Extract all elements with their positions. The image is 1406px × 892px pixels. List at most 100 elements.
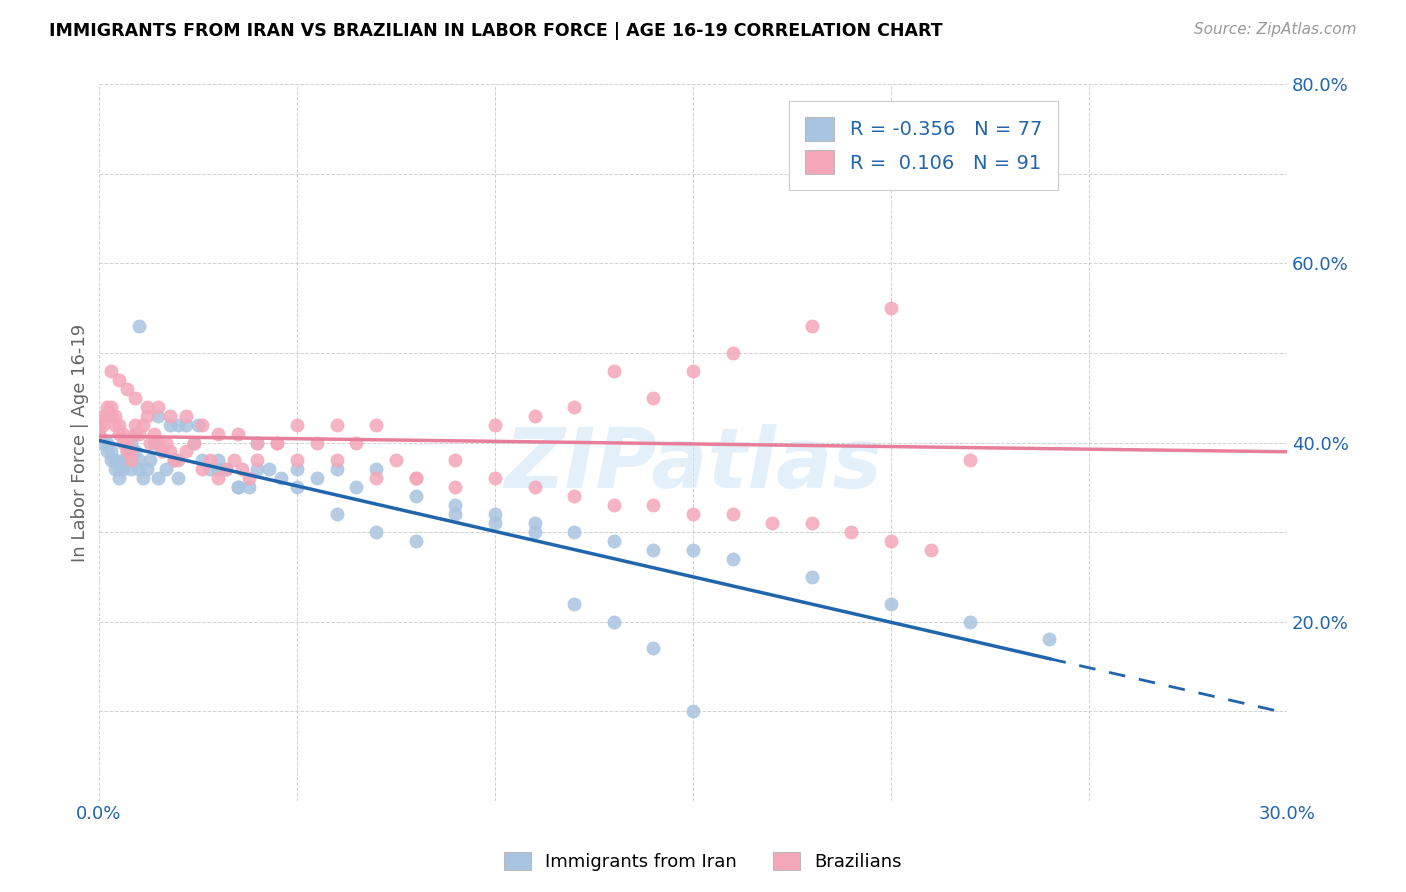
Point (167, 471, 190, 485)
Point (96, 409, 118, 423)
Point (643, 641, 665, 656)
Point (159, 444, 181, 458)
Text: Source: ZipAtlas.com: Source: ZipAtlas.com (1194, 22, 1357, 37)
Point (191, 453, 214, 467)
Point (959, 149, 981, 163)
Point (115, 435, 138, 450)
Point (562, 524, 585, 539)
Y-axis label: In Labor Force | Age 16-19: In Labor Force | Age 16-19 (72, 324, 89, 562)
Point (120, 435, 142, 450)
Point (111, 435, 134, 450)
Point (444, 498, 467, 512)
Point (643, 498, 665, 512)
Point (238, 471, 260, 485)
Point (87, 426, 110, 441)
Text: ZIPatlas: ZIPatlas (505, 424, 882, 505)
Point (523, 480, 546, 494)
Point (155, 462, 177, 476)
Point (682, 364, 704, 378)
Point (444, 453, 467, 467)
Point (603, 498, 626, 512)
Point (603, 615, 626, 629)
Point (191, 462, 214, 476)
Point (91, 417, 114, 432)
Point (107, 471, 129, 485)
Point (124, 391, 146, 405)
Point (159, 409, 181, 423)
Point (104, 453, 127, 467)
Point (104, 462, 127, 476)
Point (143, 426, 166, 441)
Point (444, 480, 467, 494)
Point (682, 507, 704, 521)
Point (100, 444, 122, 458)
Point (246, 462, 269, 476)
Point (198, 453, 221, 467)
Point (115, 444, 138, 458)
Point (131, 471, 153, 485)
Point (285, 417, 308, 432)
Point (721, 552, 744, 566)
Point (100, 364, 122, 378)
Point (385, 453, 408, 467)
Point (187, 417, 209, 432)
Point (111, 462, 134, 476)
Point (800, 319, 823, 334)
Point (167, 453, 190, 467)
Point (167, 417, 190, 432)
Point (721, 346, 744, 360)
Point (198, 462, 221, 476)
Point (115, 444, 138, 458)
Point (107, 462, 129, 476)
Point (120, 444, 142, 458)
Point (325, 462, 347, 476)
Point (207, 471, 229, 485)
Point (148, 400, 170, 414)
Point (682, 704, 704, 718)
Point (959, 453, 981, 467)
Point (183, 435, 205, 450)
Point (344, 480, 367, 494)
Point (155, 435, 177, 450)
Point (880, 534, 903, 549)
Point (91, 409, 114, 423)
Point (246, 453, 269, 467)
Point (325, 507, 347, 521)
Point (643, 543, 665, 558)
Point (259, 462, 281, 476)
Point (285, 462, 308, 476)
Point (226, 426, 249, 441)
Point (484, 417, 506, 432)
Point (148, 435, 170, 450)
Point (761, 516, 783, 530)
Point (285, 453, 308, 467)
Point (150, 444, 173, 458)
Point (111, 453, 134, 467)
Point (246, 435, 269, 450)
Point (148, 471, 170, 485)
Point (104, 409, 127, 423)
Point (100, 400, 122, 414)
Point (305, 471, 328, 485)
Point (841, 524, 863, 539)
Point (405, 534, 427, 549)
Point (100, 409, 122, 423)
Point (131, 417, 153, 432)
Point (150, 444, 173, 458)
Point (124, 417, 146, 432)
Point (226, 480, 249, 494)
Point (366, 462, 388, 476)
Point (124, 444, 146, 458)
Point (139, 435, 162, 450)
Point (87, 426, 110, 441)
Legend: Immigrants from Iran, Brazilians: Immigrants from Iran, Brazilians (496, 845, 910, 879)
Point (800, 516, 823, 530)
Point (920, 543, 942, 558)
Point (721, 507, 744, 521)
Point (880, 301, 903, 316)
Point (148, 409, 170, 423)
Point (215, 462, 238, 476)
Point (405, 471, 427, 485)
Point (159, 417, 181, 432)
Point (174, 444, 197, 458)
